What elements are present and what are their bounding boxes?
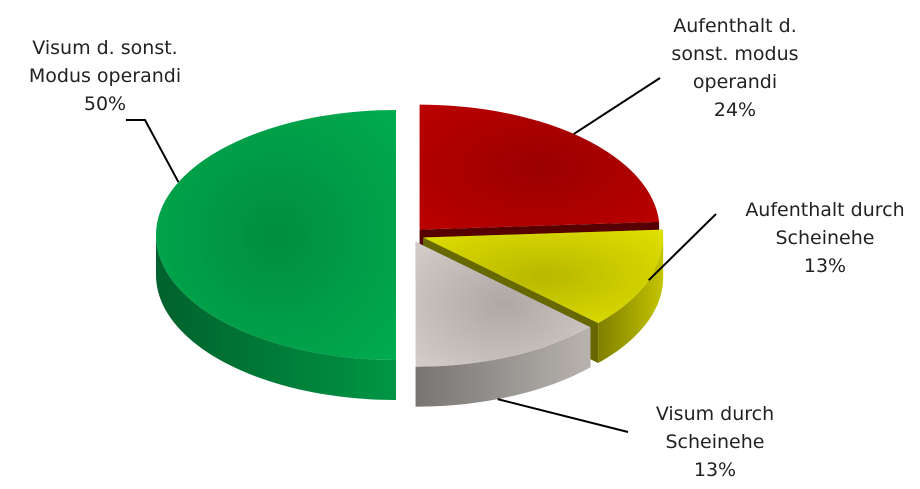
slice <box>423 229 664 324</box>
slice-side <box>415 327 591 407</box>
slice-side <box>156 235 396 400</box>
slice-side <box>598 237 664 364</box>
category-name: Aufenthalt d. sonst. modus operandi <box>671 15 799 93</box>
slice <box>156 110 396 360</box>
slice-label: Visum d. sonst. Modus operandi 50% <box>0 34 210 118</box>
value-label: 24% <box>713 99 757 121</box>
slice-label: Aufenthalt d. sonst. modus operandi 24% <box>660 12 810 124</box>
slice <box>156 110 396 400</box>
category-name: Visum durch Scheinehe <box>655 403 775 453</box>
leader-line <box>126 119 180 183</box>
category-name: Aufenthalt durch Scheinehe <box>745 199 905 249</box>
slice <box>415 241 591 367</box>
leader-line <box>497 398 629 433</box>
category-name: Visum d. sonst. Modus operandi <box>28 37 182 87</box>
value-label: 13% <box>803 255 847 277</box>
value-label: 50% <box>83 93 127 115</box>
slice-label: Aufenthalt durch Scheinehe 13% <box>725 196 920 280</box>
leader-line <box>647 213 717 281</box>
slice <box>415 241 591 407</box>
slice <box>419 104 660 230</box>
value-label: 13% <box>693 459 737 481</box>
leader-line <box>573 77 661 135</box>
slice-label: Visum durch Scheinehe 13% <box>635 400 795 484</box>
